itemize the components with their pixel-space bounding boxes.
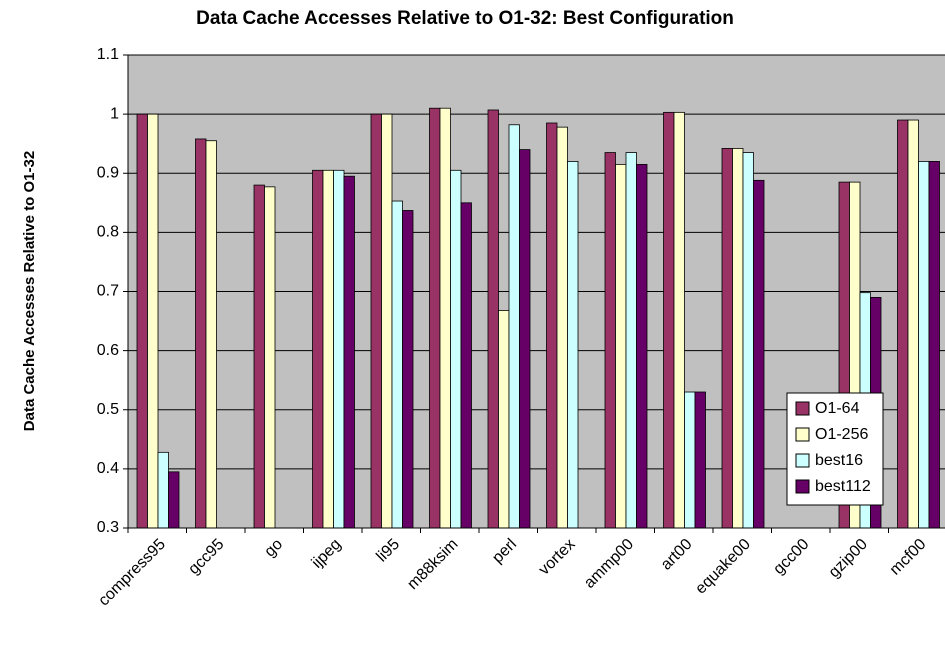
bar <box>205 140 217 529</box>
bar <box>673 111 685 529</box>
y-tick-label: 0.8 <box>97 224 119 241</box>
bar <box>333 169 345 529</box>
bar <box>604 152 616 529</box>
bar <box>343 175 355 529</box>
bar <box>498 310 510 529</box>
bar <box>264 186 276 529</box>
legend-label: best112 <box>815 478 871 495</box>
bar <box>567 161 579 529</box>
y-axis-title: Data Cache Accesses Relative to O1-32 <box>21 151 38 431</box>
x-tick-label: perl <box>489 536 520 567</box>
bar <box>253 184 265 529</box>
bar <box>732 148 744 529</box>
bar <box>721 148 733 529</box>
bar <box>636 163 648 529</box>
y-tick-label: 0.3 <box>97 519 119 536</box>
bar <box>381 113 393 529</box>
bar <box>429 107 441 529</box>
bar <box>546 122 558 529</box>
bar <box>168 471 180 529</box>
x-tick-label: m88ksim <box>404 536 461 593</box>
legend-swatch <box>795 453 810 468</box>
bar <box>907 119 919 529</box>
bar <box>663 111 675 529</box>
x-tick-label: li95 <box>373 536 403 566</box>
y-tick-label: 1.1 <box>97 46 119 63</box>
y-tick-label: 0.4 <box>97 460 119 477</box>
x-tick-label: gcc00 <box>770 536 812 578</box>
legend-swatch <box>795 401 810 416</box>
bar <box>322 169 334 529</box>
chart-title: Data Cache Accesses Relative to O1-32: B… <box>196 8 734 29</box>
bar <box>450 169 462 529</box>
bar <box>625 152 637 529</box>
x-tick-label: compress95 <box>95 536 169 610</box>
y-tick-label: 0.6 <box>97 342 119 359</box>
x-tick-label: gzip00 <box>826 536 871 581</box>
bar <box>312 169 324 529</box>
y-tick-label: 0.9 <box>97 164 119 181</box>
bar <box>556 126 568 529</box>
legend-label: O1-256 <box>815 426 868 443</box>
legend-label: O1-64 <box>815 400 860 417</box>
bar <box>147 113 159 529</box>
x-tick-label: ammp00 <box>581 536 637 592</box>
bar <box>519 149 531 529</box>
bar <box>897 119 909 529</box>
x-tick-label: gcc95 <box>185 536 227 578</box>
x-tick-label: art00 <box>658 536 696 574</box>
bar <box>136 113 148 529</box>
x-tick-label: mcf00 <box>887 536 930 579</box>
bar <box>487 109 499 529</box>
bar <box>684 391 696 529</box>
bar <box>157 451 169 529</box>
bar <box>615 163 627 529</box>
x-tick-label: go <box>261 536 286 561</box>
x-tick-label: vortex <box>536 536 579 579</box>
legend-swatch <box>795 479 810 494</box>
y-tick-label: 0.5 <box>97 401 119 418</box>
bar <box>391 200 403 529</box>
bar <box>460 202 472 529</box>
bar <box>753 179 765 529</box>
bar <box>508 124 520 529</box>
bar <box>742 152 754 529</box>
bar <box>694 391 706 529</box>
legend-label: best16 <box>815 452 863 469</box>
bar <box>195 138 207 529</box>
bar <box>928 161 940 529</box>
bar <box>918 161 930 529</box>
bar <box>402 210 414 529</box>
bar <box>439 107 451 529</box>
x-tick-label: ijpeg <box>309 536 345 572</box>
bar <box>370 113 382 529</box>
x-tick-label: equake00 <box>692 536 754 598</box>
y-tick-label: 0.7 <box>97 283 119 300</box>
y-tick-label: 1 <box>110 105 119 122</box>
legend-swatch <box>795 427 810 442</box>
